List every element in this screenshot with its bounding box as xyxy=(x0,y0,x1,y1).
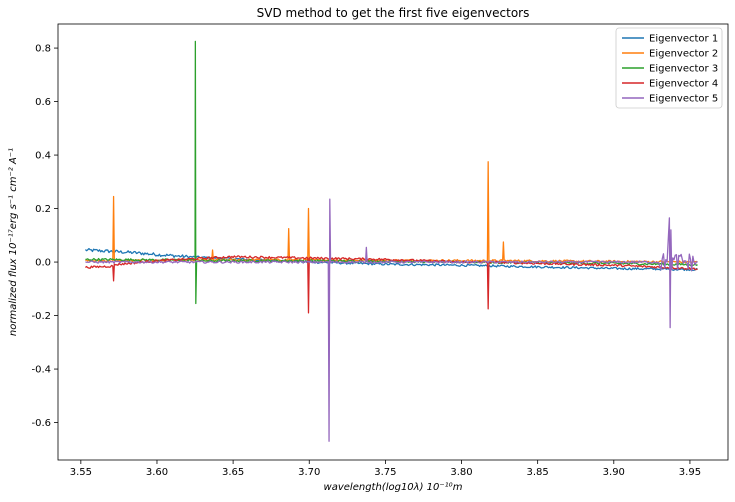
plot-frame xyxy=(57,23,729,461)
x-tick-label: 3.90 xyxy=(603,467,625,478)
y-tick-label: -0.2 xyxy=(31,311,51,322)
x-tick-label: 3.65 xyxy=(222,467,244,478)
y-tick-label: 0.2 xyxy=(35,204,51,215)
y-axis-label: normalized flux 10⁻¹⁷erg s⁻¹ cm⁻² A⁻¹ xyxy=(8,148,19,336)
series-line-5 xyxy=(85,198,698,442)
x-tick-label: 3.95 xyxy=(679,467,701,478)
y-tick-label: -0.4 xyxy=(31,365,51,376)
legend-label-2: Eigenvector 2 xyxy=(649,49,718,60)
legend-frame xyxy=(615,27,723,109)
chart-title: SVD method to get the first five eigenve… xyxy=(257,6,530,20)
series-layer xyxy=(84,40,698,442)
legend-label-5: Eigenvector 5 xyxy=(649,94,718,105)
y-tick-label: 0.4 xyxy=(35,151,51,162)
y-tick-label: 0.0 xyxy=(35,258,51,269)
legend: Eigenvector 1 Eigenvector 2 Eigenvector 3 E… xyxy=(615,27,723,109)
y-axis: -0.6 -0.4 -0.2 0.0 0.2 0.4 0.6 0.8 xyxy=(31,44,58,429)
x-tick-label: 3.75 xyxy=(374,467,396,478)
series-line-4 xyxy=(84,255,698,314)
x-tick-label: 3.70 xyxy=(298,467,320,478)
y-tick-label: 0.8 xyxy=(35,44,51,55)
y-tick-label: 0.6 xyxy=(35,97,51,108)
legend-items: Eigenvector 1 Eigenvector 2 Eigenvector 3 E… xyxy=(622,34,718,105)
legend-label-1: Eigenvector 1 xyxy=(649,34,718,45)
legend-label-4: Eigenvector 4 xyxy=(649,79,718,90)
plot-area xyxy=(57,23,729,461)
y-tick-label: -0.6 xyxy=(31,418,51,429)
x-tick-label: 3.80 xyxy=(450,467,472,478)
x-tick-label: 3.60 xyxy=(146,467,168,478)
series-line-1 xyxy=(84,247,698,272)
x-tick-label: 3.85 xyxy=(527,467,549,478)
x-tick-label: 3.55 xyxy=(70,467,92,478)
legend-label-3: Eigenvector 3 xyxy=(649,64,718,75)
x-axis: 3.55 3.60 3.65 3.70 3.75 3.80 3.85 3.90 3.95 xyxy=(70,460,701,478)
x-axis-label: wavelength(log10λ) 10⁻¹⁰m xyxy=(324,482,463,493)
